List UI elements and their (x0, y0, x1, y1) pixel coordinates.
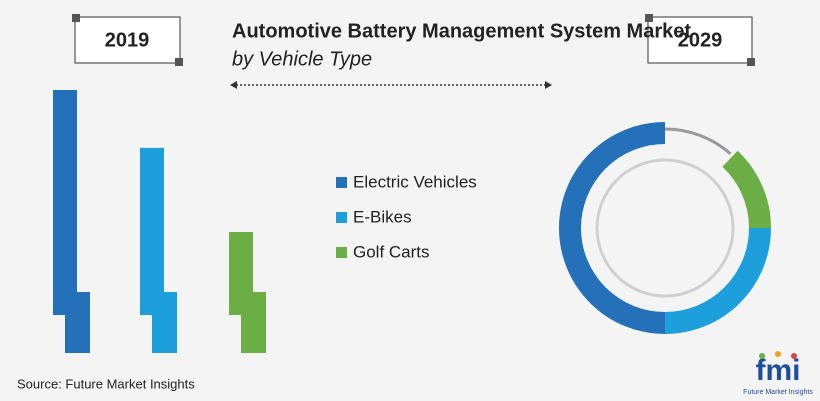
donut-segment (664, 227, 771, 334)
year-label: 2019 (105, 29, 150, 51)
legend-label: E-Bikes (353, 207, 412, 226)
chart-subtitle: by Vehicle Type (232, 48, 372, 70)
source: Source: Future Market Insights (17, 376, 195, 391)
corner (747, 58, 755, 66)
box (647, 16, 753, 64)
corner (175, 58, 183, 66)
logo-caption: Future Market Insights (743, 389, 813, 396)
chart-title: Automotive Battery Management System Mar… (232, 20, 691, 42)
bar (229, 232, 266, 353)
logo-text: fmi (756, 354, 801, 387)
arrow (230, 81, 237, 89)
logo-dot (775, 351, 781, 357)
logo-dot (759, 353, 765, 359)
donut-segment (559, 122, 666, 334)
bar (53, 90, 90, 353)
logo-dot (791, 353, 797, 359)
legend-swatch (336, 177, 347, 188)
logo: fmi Future Market Insights (743, 351, 813, 396)
corner (645, 14, 653, 22)
year-box-right: 2029 (645, 14, 755, 66)
donut-segment (722, 150, 771, 229)
year-label: 2029 (678, 29, 723, 51)
box (74, 16, 181, 64)
year-box-left: 2019 (72, 14, 183, 66)
legend-swatch (336, 247, 347, 258)
arrow (545, 81, 552, 89)
donut-rest (664, 127, 732, 155)
inner-ring (595, 158, 735, 298)
legend-label: Golf Carts (353, 242, 430, 261)
bar (140, 147, 177, 353)
legend-swatch (336, 212, 347, 223)
corner (72, 14, 80, 22)
legend-label: Electric Vehicles (353, 172, 477, 191)
divider (230, 81, 552, 89)
